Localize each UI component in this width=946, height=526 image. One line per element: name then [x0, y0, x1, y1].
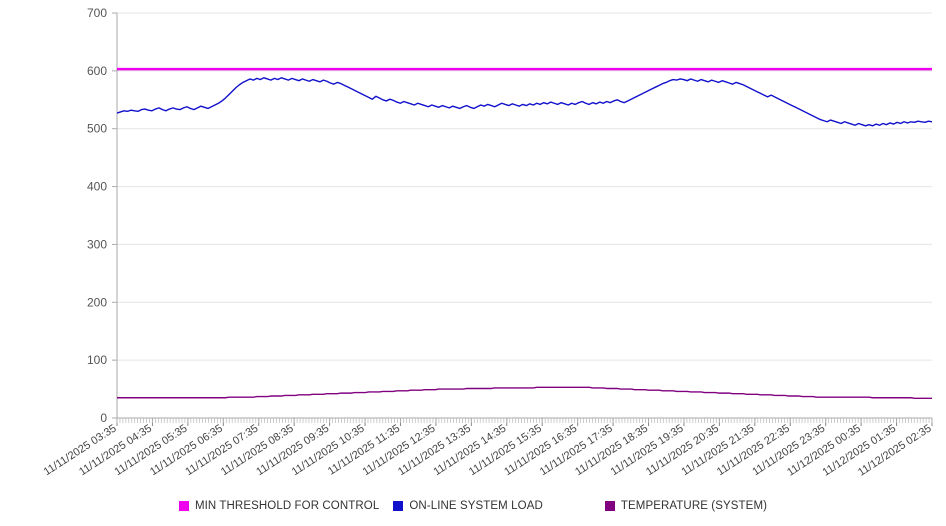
legend-item-min-threshold[interactable]: MIN THRESHOLD FOR CONTROL — [178, 500, 380, 512]
y-tick-label: 600 — [87, 64, 107, 78]
series-line-1 — [116, 77, 933, 127]
y-tick-label: 200 — [87, 295, 107, 309]
y-axis: 0 100 200 300 400 500 600 700 — [87, 6, 118, 425]
series-line-2 — [117, 386, 932, 400]
legend-label-temperature-system: TEMPERATURE (SYSTEM) — [620, 500, 768, 512]
series-lines — [116, 67, 933, 400]
legend-swatch-min-threshold — [178, 501, 189, 511]
legend-item-temperature-system[interactable]: TEMPERATURE (SYSTEM) — [604, 500, 768, 512]
minor-ticks — [116, 418, 933, 423]
y-tick-label: 700 — [87, 6, 107, 20]
legend-swatch-online-system-load — [393, 501, 404, 511]
legend-item-online-system-load[interactable]: ON-LINE SYSTEM LOAD — [393, 500, 543, 512]
y-tick-label: 500 — [87, 122, 107, 136]
legend-label-min-threshold: MIN THRESHOLD FOR CONTROL — [194, 500, 380, 512]
y-tick-label: 300 — [87, 237, 107, 251]
grid-lines — [117, 12, 932, 361]
y-tick-label: 0 — [100, 411, 107, 425]
y-tick-label: 400 — [87, 180, 107, 194]
chart-legend: MIN THRESHOLD FOR CONTROL ON-LINE SYSTEM… — [0, 495, 946, 517]
y-tick-label: 100 — [87, 353, 107, 367]
legend-label-online-system-load: ON-LINE SYSTEM LOAD — [409, 500, 543, 512]
legend-swatch-temperature-system — [604, 501, 615, 511]
